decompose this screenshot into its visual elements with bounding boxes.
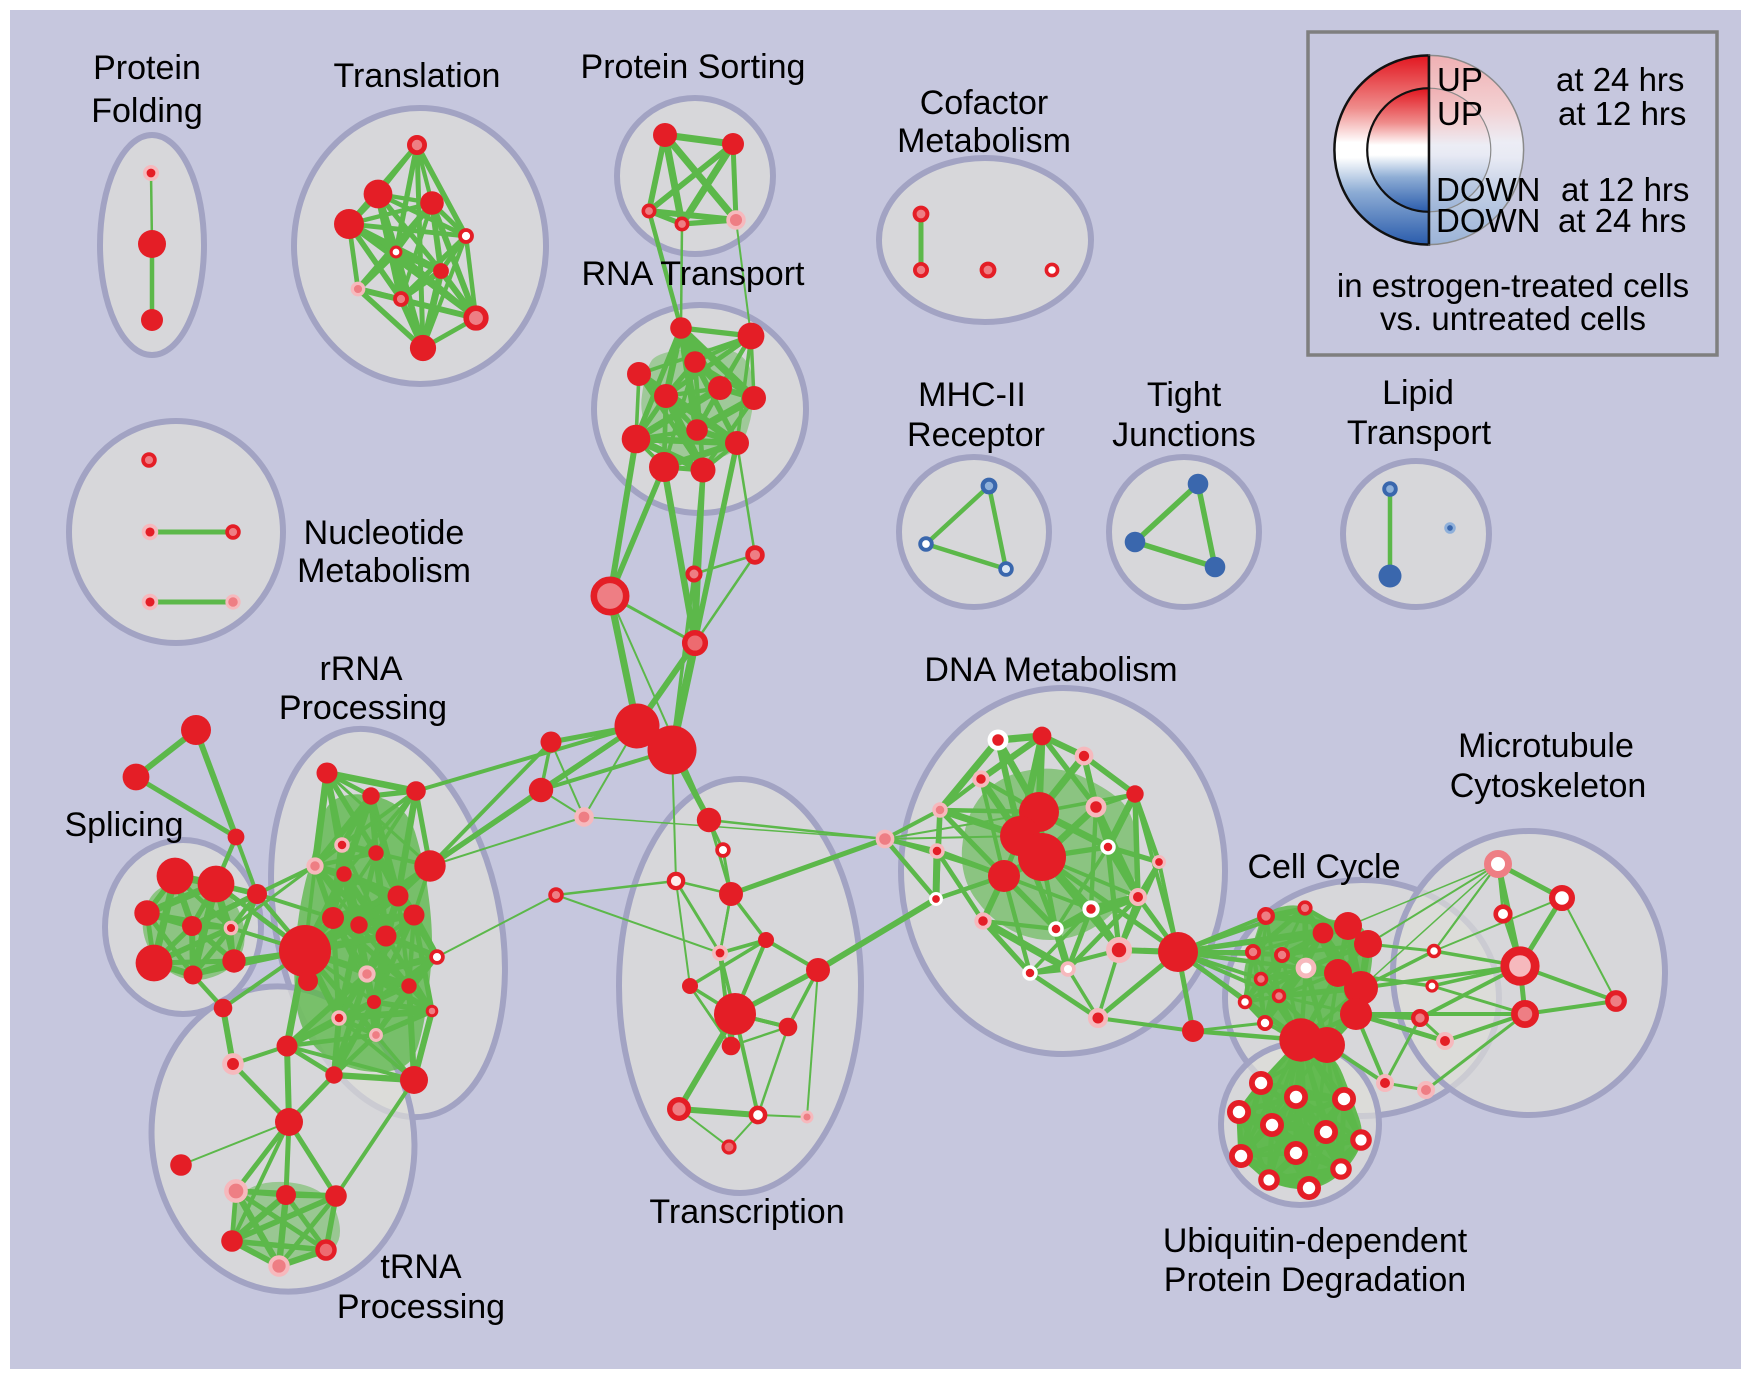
- svg-text:Cell Cycle: Cell Cycle: [1247, 848, 1400, 886]
- svg-text:Metabolism: Metabolism: [297, 552, 471, 590]
- svg-text:Protein Sorting: Protein Sorting: [581, 48, 806, 86]
- svg-text:tRNA: tRNA: [380, 1248, 462, 1286]
- svg-text:in estrogen-treated cells: in estrogen-treated cells: [1337, 267, 1689, 304]
- svg-text:Lipid: Lipid: [1382, 374, 1454, 412]
- svg-text:Protein: Protein: [93, 49, 201, 87]
- svg-text:UP: UP: [1437, 61, 1483, 98]
- svg-text:Cytoskeleton: Cytoskeleton: [1450, 767, 1647, 805]
- svg-text:DNA Metabolism: DNA Metabolism: [924, 651, 1177, 689]
- svg-text:Cofactor: Cofactor: [920, 84, 1049, 122]
- svg-text:at 24 hrs: at 24 hrs: [1558, 202, 1686, 239]
- svg-text:Splicing: Splicing: [64, 806, 183, 844]
- svg-text:DOWN: DOWN: [1436, 171, 1540, 208]
- svg-text:rRNA: rRNA: [319, 650, 402, 688]
- svg-text:UP: UP: [1437, 95, 1483, 132]
- svg-text:Translation: Translation: [334, 57, 501, 95]
- svg-text:Nucleotide: Nucleotide: [304, 514, 465, 552]
- svg-text:at 24 hrs: at 24 hrs: [1556, 61, 1684, 98]
- svg-text:Transport: Transport: [1347, 414, 1492, 452]
- svg-text:RNA Transport: RNA Transport: [582, 255, 806, 293]
- svg-text:Transcription: Transcription: [649, 1193, 844, 1231]
- svg-text:at 12 hrs: at 12 hrs: [1561, 171, 1689, 208]
- svg-text:Processing: Processing: [279, 689, 447, 727]
- svg-text:Protein Degradation: Protein Degradation: [1164, 1261, 1466, 1299]
- svg-text:Junctions: Junctions: [1112, 416, 1256, 454]
- svg-text:Tight: Tight: [1147, 376, 1222, 414]
- svg-text:Ubiquitin-dependent: Ubiquitin-dependent: [1163, 1222, 1468, 1260]
- svg-text:Receptor: Receptor: [907, 416, 1045, 454]
- svg-text:Metabolism: Metabolism: [897, 122, 1071, 160]
- svg-text:at 12 hrs: at 12 hrs: [1558, 95, 1686, 132]
- svg-text:Processing: Processing: [337, 1288, 505, 1326]
- svg-text:vs. untreated cells: vs. untreated cells: [1380, 300, 1646, 337]
- svg-text:MHC-II: MHC-II: [918, 376, 1026, 414]
- svg-text:Folding: Folding: [91, 92, 203, 130]
- svg-text:DOWN: DOWN: [1436, 202, 1540, 239]
- svg-text:Microtubule: Microtubule: [1458, 727, 1634, 765]
